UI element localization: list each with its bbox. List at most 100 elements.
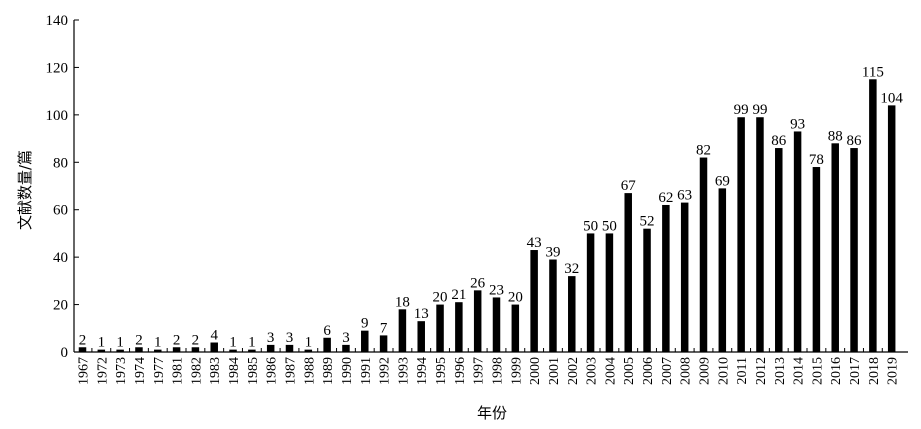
data-label: 88 xyxy=(828,128,843,144)
x-tick-label: 2010 xyxy=(716,357,731,385)
bar xyxy=(737,117,745,352)
x-tick-label: 2012 xyxy=(754,357,769,385)
x-tick-label: 1996 xyxy=(453,357,468,385)
y-tick-label: 140 xyxy=(46,13,69,29)
y-tick-label: 120 xyxy=(46,60,69,76)
data-label: 82 xyxy=(696,143,711,159)
data-label: 99 xyxy=(734,102,749,118)
bar xyxy=(775,148,783,352)
bar xyxy=(793,131,802,352)
bar xyxy=(605,233,614,352)
data-label: 1 xyxy=(154,335,162,351)
bar xyxy=(361,330,369,352)
data-label: 1 xyxy=(305,335,313,351)
bar xyxy=(511,304,520,352)
bar xyxy=(266,344,275,352)
data-label: 39 xyxy=(545,245,560,261)
x-tick-label: 2011 xyxy=(735,357,750,384)
x-tick-label: 2015 xyxy=(810,357,825,385)
y-tick-label: 40 xyxy=(53,250,68,266)
data-label: 3 xyxy=(342,330,350,346)
bar xyxy=(116,349,124,352)
data-label: 2 xyxy=(135,332,143,348)
bar xyxy=(718,188,727,352)
data-label: 63 xyxy=(677,188,692,204)
bar xyxy=(210,342,218,352)
x-tick-label: 1967 xyxy=(77,357,92,385)
data-label: 20 xyxy=(433,290,448,306)
bar xyxy=(229,349,237,352)
bar xyxy=(850,148,858,352)
data-label: 99 xyxy=(752,102,767,118)
data-label: 52 xyxy=(640,214,655,230)
y-axis-title: 文献数量/篇 xyxy=(16,150,34,230)
x-axis: 1967 1972 1973 1974 1977 1981 1982 1983 1984 1985… xyxy=(74,348,908,385)
bar xyxy=(812,167,821,352)
bar xyxy=(455,302,463,352)
data-label: 43 xyxy=(527,235,542,251)
data-label: 50 xyxy=(583,218,598,234)
bar xyxy=(869,79,877,353)
x-tick-label: 1984 xyxy=(227,357,242,385)
x-tick-label: 2007 xyxy=(660,357,675,385)
data-label: 23 xyxy=(489,282,504,298)
data-label: 93 xyxy=(790,116,805,132)
x-tick-label: 1985 xyxy=(246,357,261,385)
x-tick-label: 2001 xyxy=(547,357,562,385)
data-label: 67 xyxy=(621,178,637,194)
bar xyxy=(662,204,670,352)
y-tick-label: 100 xyxy=(46,108,69,124)
x-tick-label: 2002 xyxy=(566,357,581,385)
data-label: 18 xyxy=(395,294,410,310)
x-tick-label: 2017 xyxy=(848,357,863,385)
x-tick-label: 1987 xyxy=(284,357,299,385)
x-tick-label: 2000 xyxy=(528,357,543,385)
x-tick-label: 1999 xyxy=(509,357,524,385)
bar xyxy=(568,276,576,352)
bar xyxy=(549,259,557,352)
data-label: 3 xyxy=(267,330,275,346)
bar xyxy=(135,347,143,352)
data-label: 21 xyxy=(451,287,466,303)
data-label: 62 xyxy=(658,190,673,206)
x-tick-label: 2013 xyxy=(773,357,788,385)
x-tick-label: 1982 xyxy=(189,357,204,385)
bar xyxy=(699,157,708,352)
data-label: 7 xyxy=(380,320,388,336)
data-label: 26 xyxy=(470,275,486,291)
bar xyxy=(436,304,444,352)
bar xyxy=(248,349,256,352)
data-label: 69 xyxy=(715,173,730,189)
x-tick-label: 1991 xyxy=(359,357,374,385)
x-tick-label: 1994 xyxy=(415,357,430,385)
bar xyxy=(492,297,501,352)
bar xyxy=(643,228,651,352)
bar xyxy=(586,233,595,352)
x-tick-label: 2005 xyxy=(622,357,637,385)
bar xyxy=(154,349,162,352)
x-tick-label: 2009 xyxy=(698,357,713,385)
y-tick-label: 80 xyxy=(53,155,68,171)
data-label: 1 xyxy=(229,335,237,351)
bar xyxy=(530,250,538,352)
x-axis-title: 年份 xyxy=(477,404,507,422)
y-tick-label: 60 xyxy=(53,203,68,219)
bar xyxy=(756,117,764,352)
data-label: 104 xyxy=(880,90,903,106)
bar xyxy=(97,349,106,352)
y-tick-label: 20 xyxy=(53,298,68,314)
bar xyxy=(304,349,313,352)
y-tick-label: 0 xyxy=(61,345,69,361)
bar xyxy=(78,347,87,352)
bar xyxy=(191,347,200,352)
x-tick-label: 1997 xyxy=(472,357,487,385)
data-label: 9 xyxy=(361,316,369,332)
x-tick-label: 1977 xyxy=(152,357,167,385)
bar xyxy=(285,344,294,352)
x-tick-label: 1992 xyxy=(378,357,393,385)
x-tick-label: 2016 xyxy=(829,357,844,385)
x-tick-label: 1988 xyxy=(302,357,317,385)
x-tick-label: 2018 xyxy=(867,357,882,385)
